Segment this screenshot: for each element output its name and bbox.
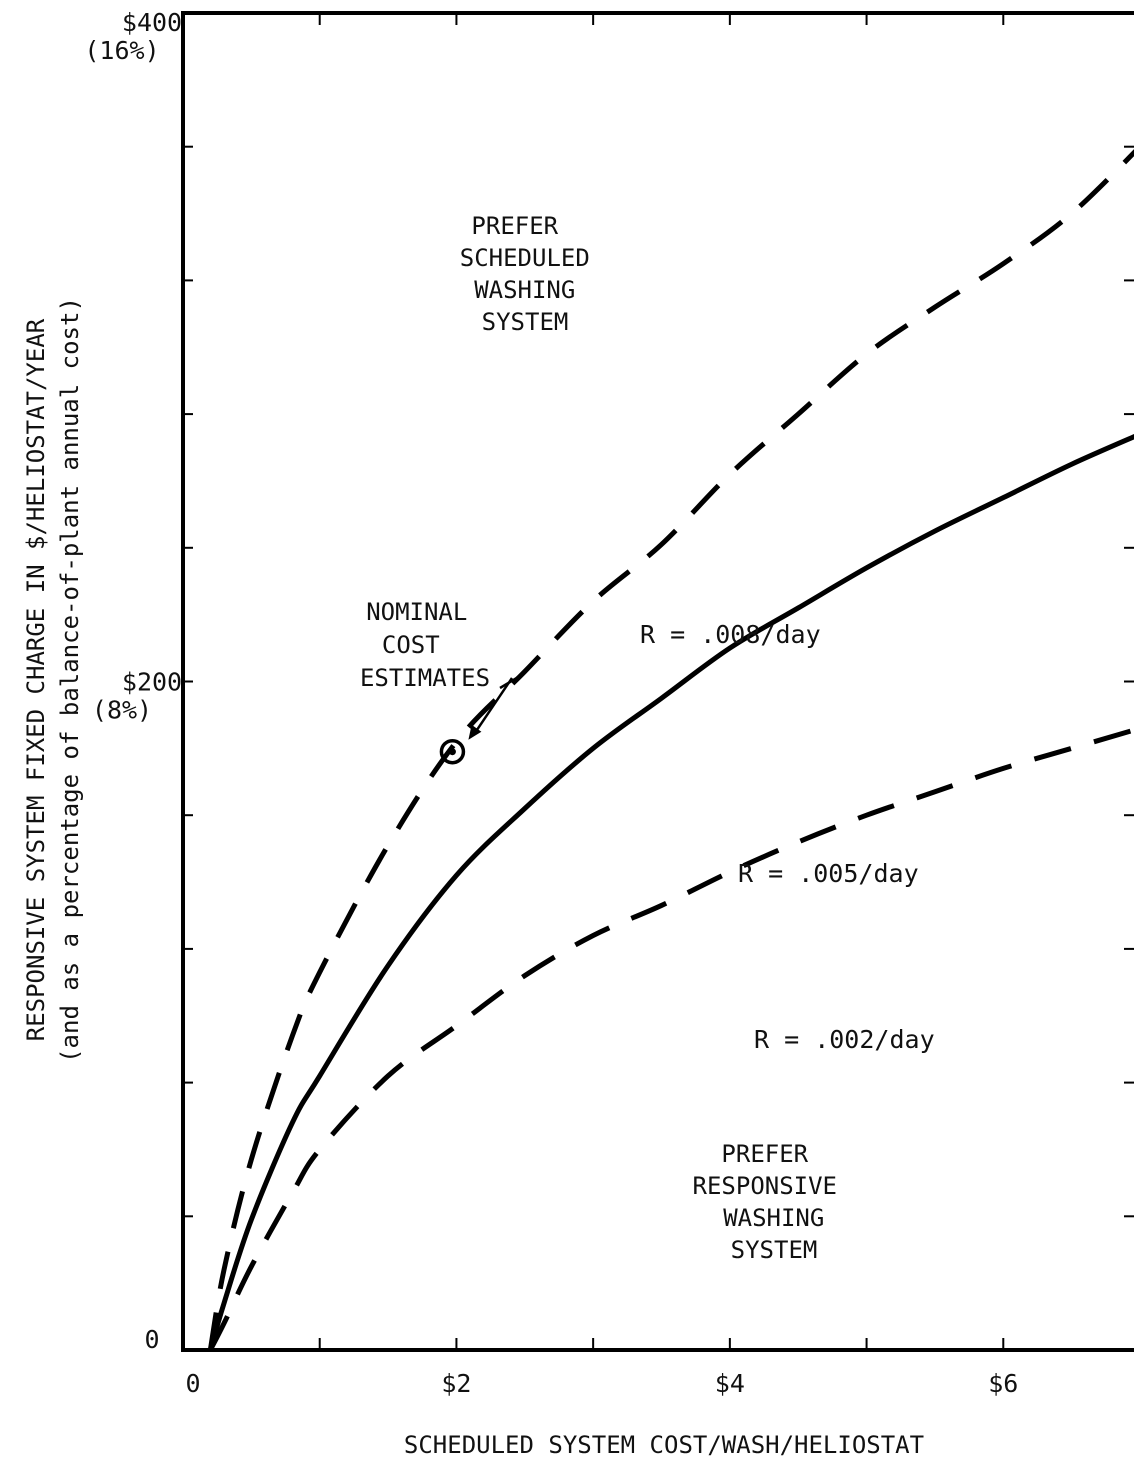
x-tick-label: $4: [715, 1369, 745, 1398]
y-axis-title: RESPONSIVE SYSTEM FIXED CHARGE IN $/HELI…: [22, 318, 50, 1041]
y-tick-sublabel: (16%): [84, 36, 159, 65]
series-line-2: [208, 727, 1134, 1352]
x-tick-label: 0: [185, 1369, 200, 1398]
nominal-arrowhead: [468, 724, 482, 740]
responsive-region-label: PREFER RESPONSIVE WASHING SYSTEM: [693, 1140, 852, 1264]
series-line-0: [207, 149, 1134, 1351]
series-line-1: [207, 434, 1134, 1351]
x-tick-label: $6: [988, 1369, 1018, 1398]
nominal-arrow: [473, 677, 514, 735]
y-ticks-right: [1124, 145, 1134, 1218]
y-ticks-left: [183, 145, 193, 1218]
y-tick-label: $400: [122, 8, 182, 37]
y-tick-sublabel: (8%): [92, 696, 152, 725]
x-ticks: [318, 1338, 1005, 1350]
x-tick-label: $2: [441, 1369, 471, 1398]
nominal-point-ring: [439, 738, 466, 765]
nominal-leader: [499, 674, 521, 690]
series-label-005: R = .005/day: [738, 859, 919, 888]
y-tick-label: $200: [122, 668, 182, 697]
y-axis-subtitle: (and as a percentage of balance-of-plant…: [56, 297, 84, 1063]
nominal-cost-label: NOMINAL COST ESTIMATES: [360, 598, 490, 692]
x-axis-title: SCHEDULED SYSTEM COST/WASH/HELIOSTAT: [404, 1431, 924, 1459]
y-tick-labels: 0 $200(8%) $400(16%): [84, 8, 182, 1354]
nominal-point: [439, 738, 466, 765]
top-ticks: [318, 13, 1005, 25]
y-tick-label: 0: [144, 1325, 159, 1354]
series-label-008: R = .008/day: [640, 620, 821, 649]
series-group: [207, 149, 1134, 1352]
scheduled-region-label: PREFER SCHEDULED WASHING SYSTEM: [460, 212, 605, 336]
series-label-002: R = .002/day: [754, 1025, 935, 1054]
x-tick-labels: 0 $2 $4 $6: [185, 1369, 1018, 1398]
nominal-point-dot: [448, 748, 456, 756]
